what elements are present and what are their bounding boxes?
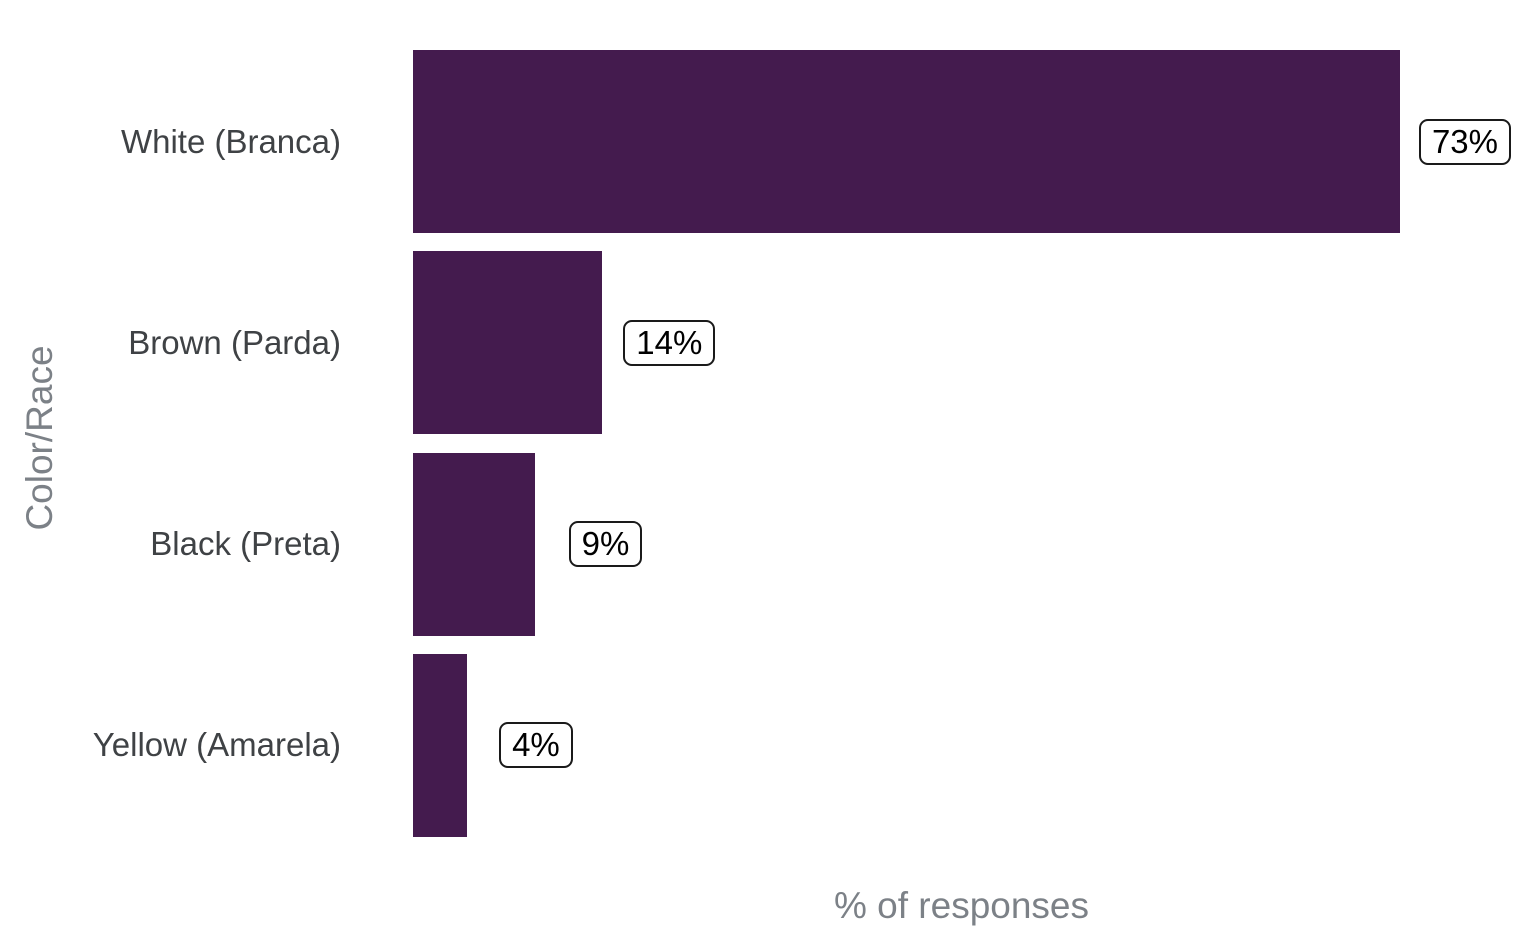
category-label: Brown (Parda): [128, 323, 341, 361]
category-label: White (Branca): [120, 122, 341, 160]
value-label: 73%: [1418, 118, 1512, 165]
y-axis-title: Color/Race: [19, 345, 60, 531]
value-label: 9%: [568, 521, 643, 568]
value-label: 4%: [499, 722, 573, 769]
bar: [413, 251, 603, 435]
x-axis-title: % of responses: [833, 885, 1090, 926]
bar: [413, 653, 468, 837]
value-label: 14%: [623, 319, 716, 366]
category-label: Black (Preta): [150, 525, 341, 563]
category-label: Yellow (Amarela): [92, 726, 341, 764]
bar: [413, 452, 535, 636]
bar: [413, 50, 1400, 233]
